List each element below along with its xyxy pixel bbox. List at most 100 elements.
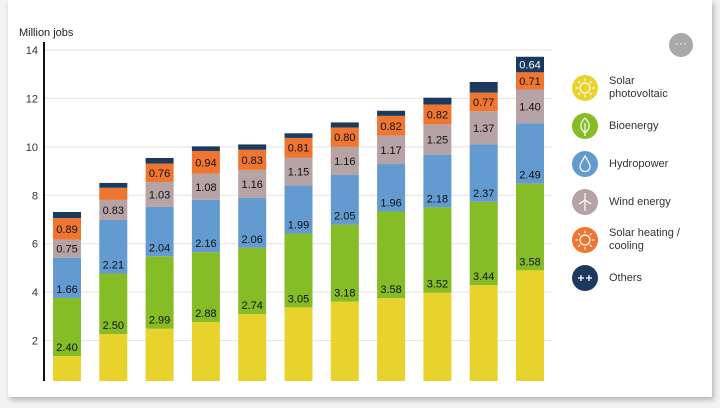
more-options-button[interactable]: ··· [669,33,693,57]
bar-segment[interactable] [330,301,359,389]
bar-segment[interactable] [238,314,267,389]
bar-segment[interactable] [469,144,498,202]
data-label: 0.94 [195,157,216,169]
bar-segment[interactable] [53,239,81,258]
legend-item[interactable]: Wind energy [572,184,712,220]
bar-segment[interactable] [53,257,81,298]
bar-segment[interactable] [284,185,313,234]
bar-segment[interactable] [145,163,174,182]
data-label: 2.40 [56,342,77,354]
bar-segment[interactable] [423,124,452,155]
bar-segment[interactable] [423,104,452,125]
bar-segment[interactable] [238,149,267,170]
data-label: 3.58 [380,284,401,296]
bar-segment[interactable] [469,81,498,93]
data-label: 2.04 [149,242,170,254]
bar-segment[interactable] [284,233,313,308]
data-label: 2.49 [519,170,540,182]
bar-segment[interactable] [238,169,267,198]
bar-segment[interactable] [284,137,313,158]
data-label: 1.66 [56,284,77,296]
legend-item[interactable]: Solar heating / cooling [572,222,712,258]
data-label: 1.37 [473,123,494,135]
bar-segment[interactable] [53,356,81,389]
bar-segment[interactable] [469,92,498,112]
legend-item[interactable]: Solar photovoltaic [572,70,712,106]
data-label: 0.82 [427,109,448,121]
legend-label: Bioenergy [609,119,659,132]
data-label: 2.74 [241,300,262,312]
bar-segment[interactable] [145,328,174,389]
data-label: 0.64 [519,60,540,72]
bar-segment[interactable] [516,123,544,184]
bar-segment[interactable] [191,150,220,174]
bar-segment[interactable] [284,133,313,138]
bar-segment[interactable] [238,144,267,150]
bar-segment[interactable] [191,173,220,200]
bar-segment[interactable] [330,122,359,128]
bar-segment[interactable] [145,181,174,207]
bar-segment[interactable] [284,307,313,389]
bar-segment[interactable] [516,56,544,73]
bar-segment[interactable] [377,211,406,299]
data-label: 1.16 [334,156,355,168]
bar-segment[interactable] [191,199,220,253]
data-label: 1.40 [519,101,540,113]
bar-segment[interactable] [191,252,220,322]
data-label: 0.89 [56,224,77,236]
bar-segment[interactable] [423,292,452,389]
bar-segment[interactable] [238,247,267,315]
bar-segment[interactable] [516,72,544,90]
y-tick-label: 4 [32,287,38,299]
bar-segment[interactable] [330,174,359,225]
bar-segment[interactable] [469,285,498,389]
bar-segment[interactable] [330,224,359,302]
bar-segment[interactable] [377,135,406,165]
plus-plus-icon [572,265,598,291]
bar-segment[interactable] [191,146,220,151]
bar-segment[interactable] [238,197,267,248]
bar-segment[interactable] [99,187,128,200]
bar-segment[interactable] [284,157,313,186]
data-label: 0.76 [149,168,170,180]
bar-segment[interactable] [99,334,128,389]
bar-segment[interactable] [145,157,174,164]
bar-segment[interactable] [377,164,406,212]
bar-segment[interactable] [377,115,406,136]
legend: Solar photovoltaic Bioenergy Hydropower Win… [572,70,712,298]
bar-segment[interactable] [330,127,359,147]
legend-item[interactable]: Bioenergy [572,108,712,144]
data-label: 2.37 [473,188,494,200]
bar-segment[interactable] [469,111,498,145]
legend-label: Wind energy [609,195,671,208]
bar-segment[interactable] [423,97,452,105]
bar-segment[interactable] [423,207,452,293]
bar-segment[interactable] [145,256,174,329]
data-label: 0.82 [380,121,401,133]
bar-segment[interactable] [516,183,544,271]
bar-segment[interactable] [516,270,544,389]
legend-item[interactable]: Hydropower [572,146,712,182]
bar-segment[interactable] [99,273,128,335]
wind-turbine-icon [572,189,598,215]
bar-segment[interactable] [53,297,81,357]
bar-segment[interactable] [330,146,359,175]
bar-segment[interactable] [191,321,220,389]
bar-segment[interactable] [469,201,498,286]
bar-segment[interactable] [99,199,128,220]
bar-segment[interactable] [53,211,81,219]
bar-segment[interactable] [516,89,544,124]
water-drop-icon [572,151,598,177]
bar-segment[interactable] [377,298,406,389]
bar-segment[interactable] [377,110,406,116]
data-label: 3.05 [288,293,309,305]
data-label: 3.52 [427,279,448,291]
legend-item[interactable]: Others [572,260,712,296]
bar-segment[interactable] [99,182,128,188]
bar-segment[interactable] [99,219,128,274]
bar-segment[interactable] [423,154,452,208]
data-label: 2.05 [334,211,355,223]
bar-segment[interactable] [53,218,81,240]
data-label: 0.83 [241,155,262,167]
bar-segment[interactable] [145,206,174,257]
